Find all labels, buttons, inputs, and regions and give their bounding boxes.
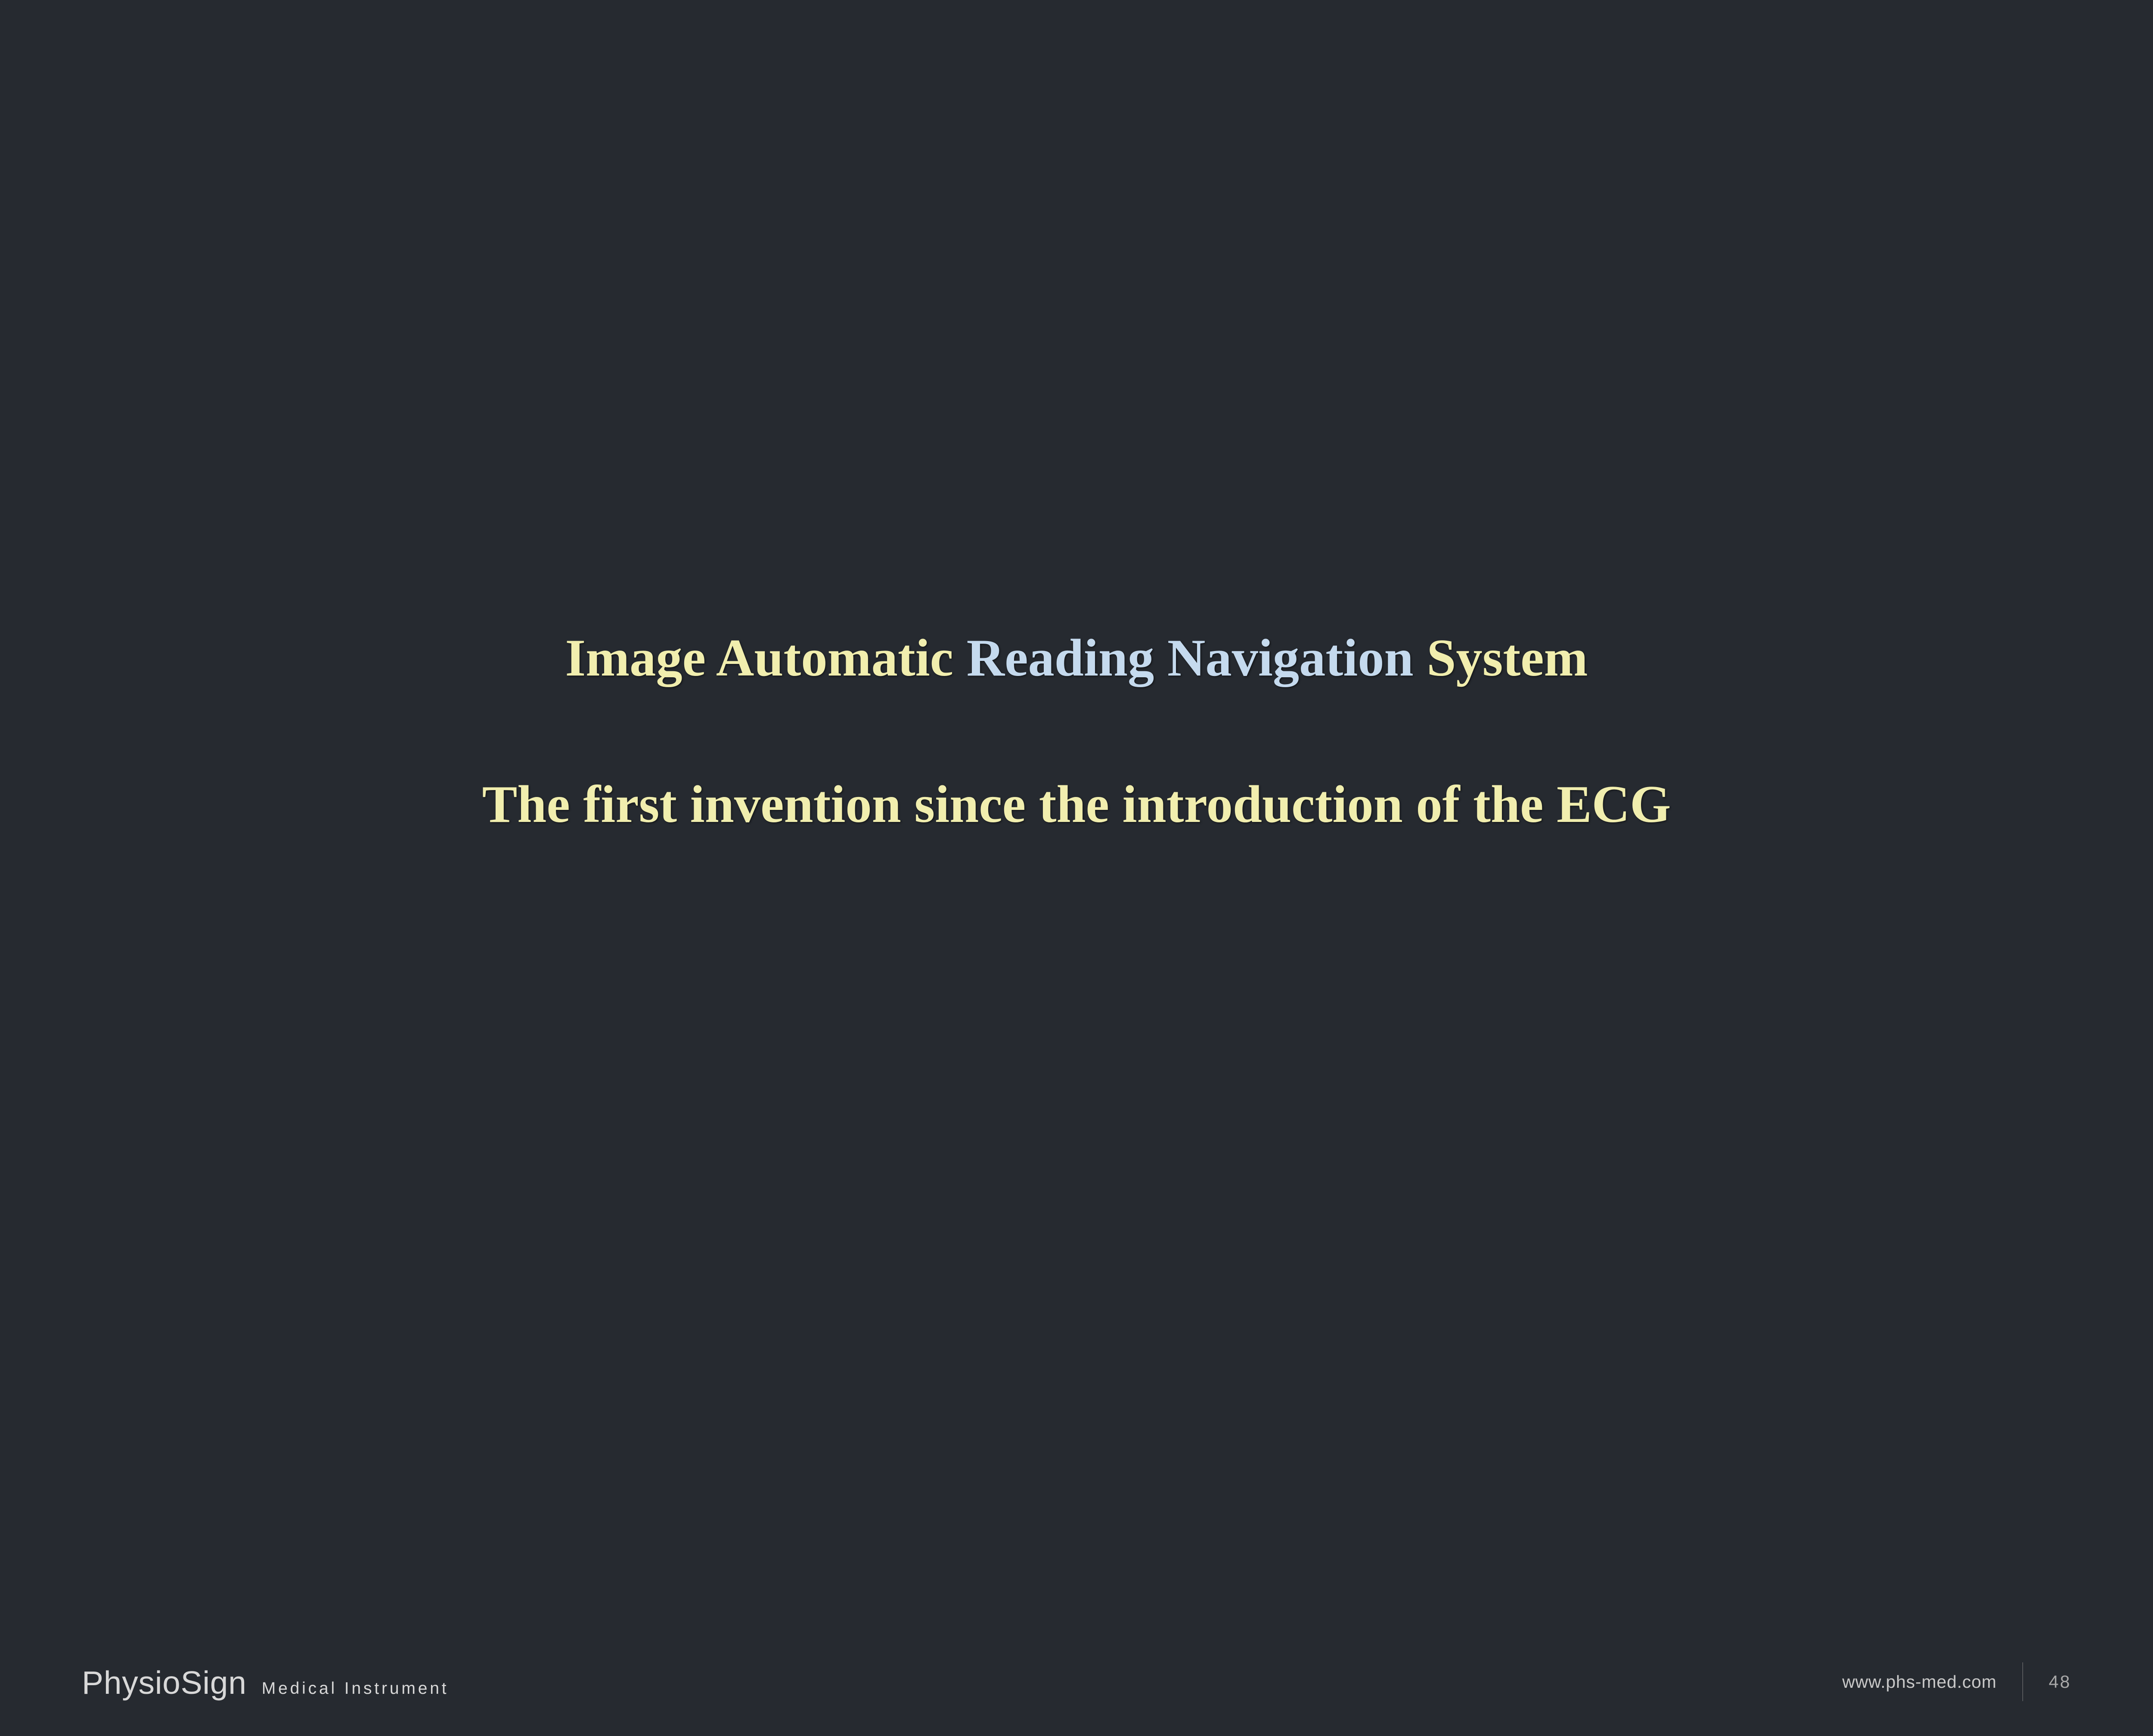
title-segment-3: System (1414, 629, 1588, 687)
slide-subtitle: The first invention since the introducti… (482, 775, 1671, 835)
slide-footer: PhysioSign Medical Instrument www.phs-me… (0, 1662, 2153, 1701)
slide-title: Image Automatic Reading Navigation Syste… (565, 621, 1588, 695)
footer-url: www.phs-med.com (1842, 1672, 1997, 1692)
brand-subtitle: Medical Instrument (262, 1679, 449, 1698)
presentation-slide: Image Automatic Reading Navigation Syste… (0, 0, 2153, 1736)
slide-content: Image Automatic Reading Navigation Syste… (0, 0, 2153, 1736)
page-number: 48 (2049, 1672, 2071, 1692)
title-segment-2: Reading Navigation (967, 629, 1414, 687)
footer-right: www.phs-med.com 48 (1842, 1662, 2071, 1701)
title-segment-1: Image Automatic (565, 629, 966, 687)
brand-name: PhysioSign (82, 1664, 247, 1701)
footer-left: PhysioSign Medical Instrument (82, 1664, 449, 1701)
